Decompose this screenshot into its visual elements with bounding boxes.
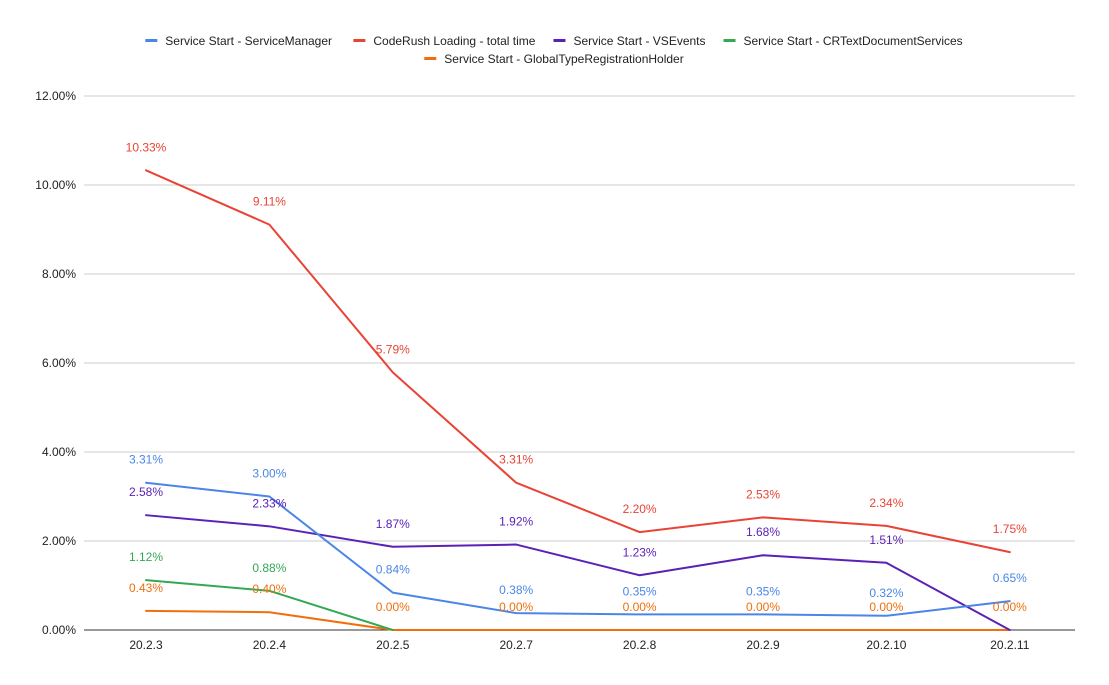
legend-entry-label: Service Start - GlobalTypeRegistrationHo…: [444, 52, 683, 66]
data-label: 9.11%: [253, 195, 286, 209]
data-label: 0.43%: [129, 581, 163, 595]
data-label: 1.12%: [129, 550, 163, 564]
data-label: 2.20%: [623, 502, 657, 516]
x-tick-label: 20.2.3: [129, 638, 163, 652]
y-axis-tick-labels: 0.00% 2.00% 4.00% 6.00% 8.00% 10.00% 12.00%: [35, 89, 76, 637]
data-label: 2.53%: [746, 487, 780, 501]
chart-data-labels: 3.31% 3.00% 0.84% 0.38% 0.35% 0.35% 0.32% 0.65%…: [126, 140, 1027, 614]
data-label: 2.33%: [252, 496, 286, 510]
data-label: 5.79%: [376, 342, 410, 356]
data-label: 0.00%: [499, 600, 533, 614]
legend-entry-label: CodeRush Loading - total time: [373, 34, 535, 48]
y-tick-label: 0.00%: [42, 623, 76, 637]
x-axis-tick-labels: 20.2.3 20.2.4 20.2.5 20.2.7 20.2.8 20.2.9 20.2…: [129, 638, 1029, 652]
y-tick-label: 4.00%: [42, 445, 76, 459]
y-tick-label: 12.00%: [35, 89, 76, 103]
data-label: 10.33%: [126, 140, 167, 154]
data-label: 0.40%: [252, 582, 286, 596]
data-label: 1.23%: [623, 545, 657, 559]
data-label: 0.65%: [993, 571, 1027, 585]
data-label: 3.31%: [129, 453, 163, 467]
data-label: 0.88%: [252, 561, 286, 575]
x-tick-label: 20.2.8: [623, 638, 657, 652]
data-label: 2.58%: [129, 485, 163, 499]
data-label: 0.00%: [376, 600, 410, 614]
x-tick-label: 20.2.7: [500, 638, 534, 652]
legend-entry-label: Service Start - VSEvents: [573, 34, 705, 48]
data-label: 0.00%: [869, 600, 903, 614]
series-line: [145, 169, 1011, 554]
data-label: 0.35%: [623, 584, 657, 598]
data-label: 0.84%: [376, 563, 410, 577]
data-label: 0.35%: [746, 584, 780, 598]
x-tick-label: 20.2.11: [990, 638, 1029, 652]
series-line: [145, 481, 1011, 617]
y-tick-label: 8.00%: [42, 267, 76, 281]
legend-swatch: [553, 39, 566, 42]
legend-swatch: [723, 39, 736, 42]
data-label: 0.00%: [993, 600, 1027, 614]
chart-gridlines: [84, 95, 1075, 631]
legend-swatch: [424, 57, 437, 60]
chart-series-lines: [145, 169, 1011, 631]
data-label: 3.31%: [499, 453, 533, 467]
series-line: [145, 514, 1011, 631]
chart-legend: Service Start - ServiceManager CodeRush L…: [145, 34, 963, 66]
data-label: 1.68%: [746, 525, 780, 539]
legend-swatch: [353, 39, 366, 42]
x-tick-label: 20.2.4: [253, 638, 287, 652]
data-label: 1.92%: [499, 515, 533, 529]
legend-entry-label: Service Start - CRTextDocumentServices: [744, 34, 963, 48]
data-label: 1.87%: [376, 517, 410, 531]
data-label: 0.32%: [869, 586, 903, 600]
series-line: [145, 579, 394, 631]
data-label: 0.00%: [746, 600, 780, 614]
legend-swatch: [145, 39, 158, 42]
legend-entry-label: Service Start - ServiceManager: [165, 34, 332, 48]
x-tick-label: 20.2.10: [866, 638, 906, 652]
x-tick-label: 20.2.9: [746, 638, 780, 652]
y-tick-label: 6.00%: [42, 356, 76, 370]
data-label: 3.00%: [252, 467, 286, 481]
x-tick-label: 20.2.5: [376, 638, 410, 652]
y-tick-label: 2.00%: [42, 534, 76, 548]
y-tick-label: 10.00%: [35, 178, 76, 192]
data-label: 0.00%: [623, 600, 657, 614]
data-label: 0.38%: [499, 583, 533, 597]
data-label: 1.51%: [869, 533, 903, 547]
series-line: [145, 609, 1011, 631]
data-label: 2.34%: [869, 496, 903, 510]
data-label: 1.75%: [993, 522, 1027, 536]
